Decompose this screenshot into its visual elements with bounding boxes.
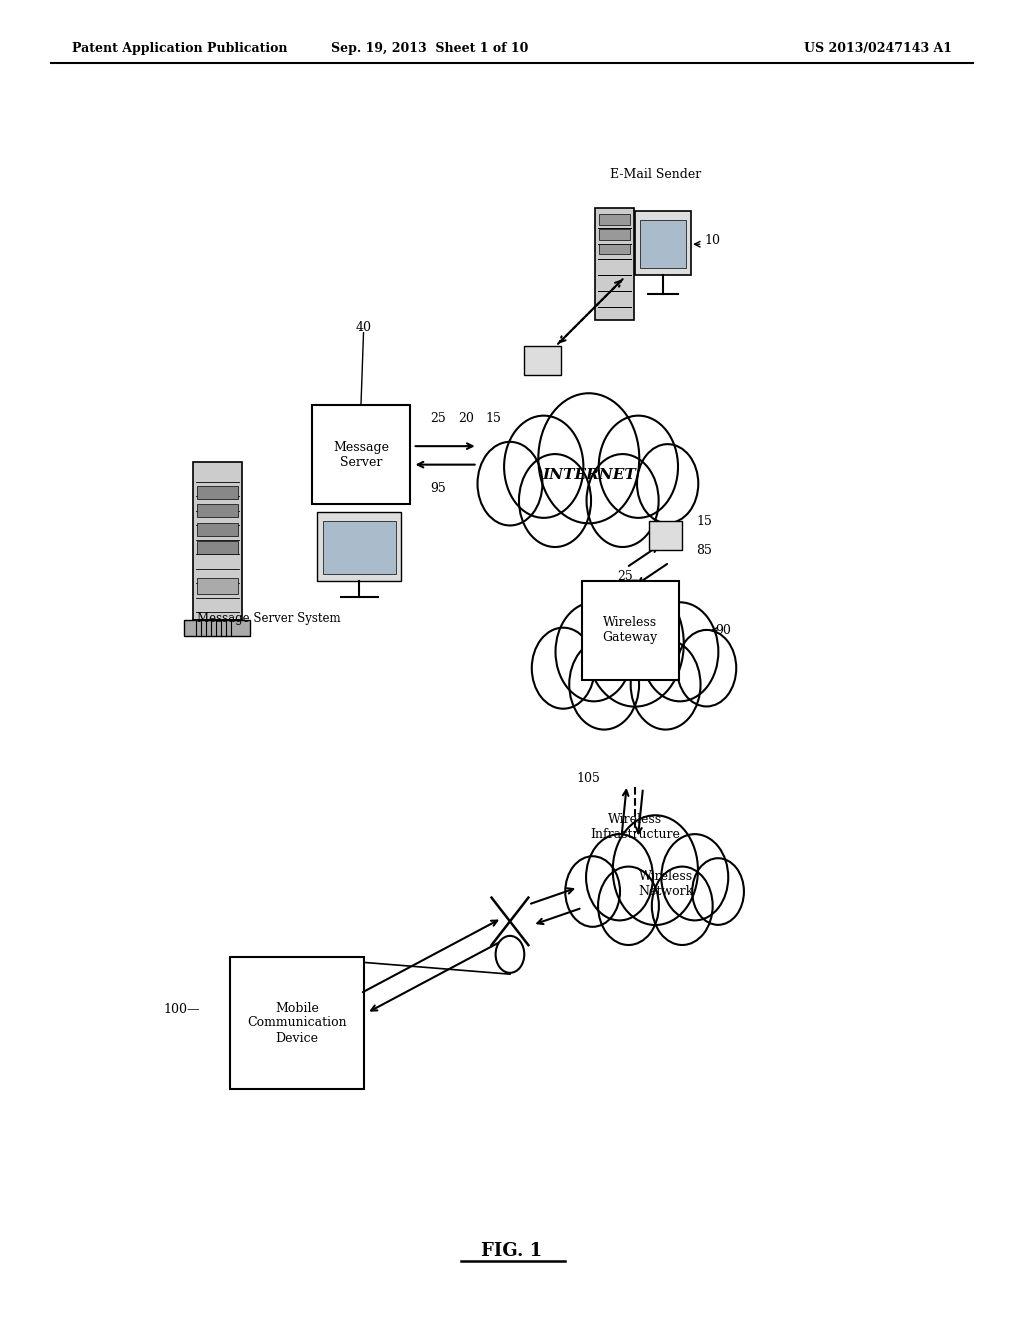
Text: Wireless
Gateway: Wireless Gateway (603, 616, 657, 644)
Text: FIG. 1: FIG. 1 (481, 1242, 543, 1261)
Circle shape (637, 444, 698, 523)
Circle shape (586, 834, 653, 920)
FancyBboxPatch shape (595, 207, 634, 319)
Circle shape (692, 858, 743, 925)
FancyBboxPatch shape (197, 504, 238, 517)
Circle shape (631, 639, 700, 730)
Circle shape (565, 857, 620, 927)
Text: Wireless
Infrastructure: Wireless Infrastructure (590, 813, 680, 841)
Circle shape (519, 454, 591, 546)
Text: 10: 10 (705, 234, 721, 247)
Text: Message
Server: Message Server (333, 441, 389, 469)
FancyBboxPatch shape (312, 405, 410, 504)
Text: 40: 40 (355, 321, 372, 334)
Circle shape (555, 602, 633, 701)
Text: US 2013/0247143 A1: US 2013/0247143 A1 (804, 42, 952, 55)
FancyBboxPatch shape (599, 228, 630, 240)
Text: E-Mail Sender: E-Mail Sender (609, 168, 701, 181)
FancyBboxPatch shape (599, 214, 630, 224)
FancyBboxPatch shape (635, 211, 691, 275)
FancyBboxPatch shape (197, 541, 238, 554)
Circle shape (587, 454, 658, 546)
Circle shape (586, 581, 684, 706)
FancyBboxPatch shape (197, 578, 238, 594)
Text: Patent Application Publication: Patent Application Publication (72, 42, 287, 55)
Text: Wireless
Network: Wireless Network (638, 870, 693, 899)
Text: 15: 15 (485, 412, 502, 425)
Circle shape (504, 416, 584, 517)
Text: Mobile
Communication
Device: Mobile Communication Device (247, 1002, 347, 1044)
Text: Sep. 19, 2013  Sheet 1 of 10: Sep. 19, 2013 Sheet 1 of 10 (332, 42, 528, 55)
FancyBboxPatch shape (323, 521, 396, 574)
Circle shape (569, 639, 639, 730)
Circle shape (652, 866, 713, 945)
FancyBboxPatch shape (640, 220, 686, 268)
Text: 25: 25 (616, 570, 633, 583)
Text: 95: 95 (430, 482, 446, 495)
Text: 25: 25 (430, 412, 446, 425)
Circle shape (677, 630, 736, 706)
Circle shape (612, 816, 698, 925)
FancyBboxPatch shape (649, 521, 682, 550)
FancyBboxPatch shape (582, 581, 679, 680)
Circle shape (477, 442, 543, 525)
FancyBboxPatch shape (193, 462, 242, 620)
FancyBboxPatch shape (524, 346, 561, 375)
Circle shape (496, 936, 524, 973)
Circle shape (662, 834, 728, 920)
Text: 85: 85 (696, 544, 713, 557)
FancyBboxPatch shape (197, 523, 238, 536)
Text: 105: 105 (577, 772, 601, 785)
FancyBboxPatch shape (197, 486, 238, 499)
Text: Message Server System: Message Server System (197, 612, 340, 626)
Circle shape (598, 866, 658, 945)
Circle shape (531, 628, 595, 709)
Text: 90: 90 (715, 624, 731, 636)
FancyBboxPatch shape (184, 620, 250, 636)
Text: 15: 15 (696, 515, 713, 528)
FancyBboxPatch shape (230, 957, 364, 1089)
Text: 100—: 100— (163, 1003, 200, 1016)
FancyBboxPatch shape (599, 243, 630, 253)
Circle shape (599, 416, 678, 517)
Text: 20: 20 (458, 412, 474, 425)
Text: INTERNET: INTERNET (542, 469, 636, 482)
FancyBboxPatch shape (317, 512, 401, 581)
Circle shape (539, 393, 639, 523)
Circle shape (641, 602, 719, 701)
